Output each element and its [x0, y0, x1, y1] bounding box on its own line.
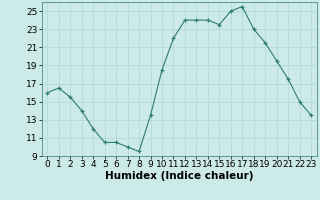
X-axis label: Humidex (Indice chaleur): Humidex (Indice chaleur): [105, 171, 253, 181]
